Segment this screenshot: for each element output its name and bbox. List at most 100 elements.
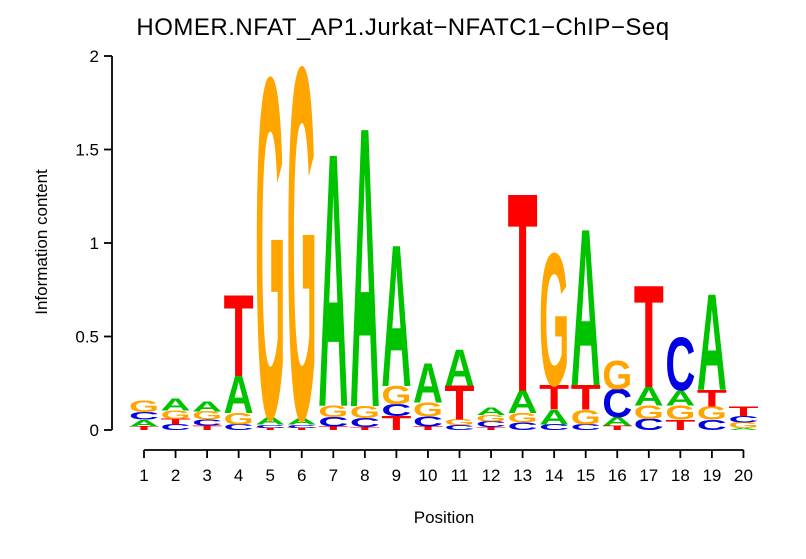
- logo-letter-A-pos8: A: [350, 44, 380, 491]
- x-tick-label: 15: [576, 466, 595, 485]
- logo-letter-T-pos14: T: [539, 379, 569, 418]
- logo-letter-T-pos18: T: [665, 417, 696, 434]
- x-tick-label: 4: [234, 466, 243, 485]
- logo-letter-C-pos10: C: [413, 414, 443, 430]
- logo-letter-A-pos10: A: [413, 352, 443, 415]
- logo-letter-C-pos8: C: [350, 416, 380, 430]
- y-tick-label: 1.5: [75, 141, 99, 160]
- logo-letter-G-pos11: G: [445, 418, 475, 427]
- logo-letter-T-pos9: T: [381, 412, 412, 435]
- x-tick-label: 7: [329, 466, 338, 485]
- logo-letter-C-pos17: C: [634, 415, 664, 433]
- logo-letter-G-pos19: G: [697, 402, 727, 424]
- logo-letter-T-pos12: T: [476, 426, 507, 431]
- chart-title: HOMER.NFAT_AP1.Jurkat−NFATC1−ChIP−Seq: [136, 14, 670, 41]
- logo-letter-T-pos3: T: [192, 424, 222, 431]
- logo-letter-C-pos19: C: [697, 417, 727, 434]
- logo-letter-T-pos17: T: [634, 255, 664, 419]
- logo-letter-G-pos3: G: [192, 409, 222, 422]
- logo-letter-G-pos14: G: [539, 215, 569, 427]
- logo-letter-A-pos11: A: [445, 339, 475, 397]
- logo-letter-C-pos13: C: [508, 421, 538, 433]
- x-tick-label: 20: [734, 466, 753, 485]
- x-axis-title: Position: [413, 508, 475, 527]
- logo-letter-C-pos12: C: [476, 420, 506, 429]
- logo-letter-A-pos19: A: [697, 265, 727, 420]
- logo-letter-A-pos9: A: [381, 203, 411, 430]
- y-tick-label: 0.5: [75, 328, 99, 347]
- logo-letter-C-pos9: C: [381, 400, 411, 419]
- logo-letter-A-pos14: A: [539, 405, 569, 429]
- logo-letter-T-pos16: T: [602, 424, 632, 431]
- x-tick-label: 6: [297, 466, 306, 485]
- logo-letter-C-pos2: C: [161, 423, 191, 432]
- logo-letter-C-pos14: C: [539, 423, 569, 432]
- logo-letter-G-pos17: G: [634, 401, 664, 423]
- x-tick-label: 5: [265, 466, 274, 485]
- logo-letter-T-pos5: T: [255, 427, 286, 431]
- y-tick-label: 2: [90, 47, 99, 66]
- logo-letter-G-pos12: G: [476, 413, 506, 424]
- logo-letter-G-pos5: G: [255, 0, 285, 521]
- x-tick-label: 12: [482, 466, 501, 485]
- logo-letter-C-pos15: C: [571, 423, 601, 432]
- logo-letter-A-pos3: A: [192, 398, 222, 415]
- logo-letter-T-pos15: T: [571, 379, 601, 418]
- x-tick-label: 11: [451, 466, 469, 485]
- logo-letter-T-pos19: T: [697, 385, 728, 412]
- logo-letter-T-pos6: T: [287, 427, 318, 431]
- logo-letter-C-pos20: C: [728, 414, 758, 425]
- logo-letter-C-pos6: C: [287, 424, 317, 429]
- logo-letter-A-pos18: A: [665, 386, 695, 410]
- logo-letter-A-pos17: A: [634, 382, 664, 412]
- logo-letter-T-pos20: T: [728, 404, 759, 419]
- x-tick-label: 10: [418, 466, 437, 485]
- x-tick-label: 13: [513, 466, 532, 485]
- logo-letter-A-pos20: A: [728, 428, 758, 431]
- logo-letter-G-pos9: G: [381, 381, 411, 410]
- logo-letter-A-pos13: A: [508, 384, 538, 420]
- logo-letter-T-pos13: T: [508, 135, 538, 453]
- logo-letter-C-pos11: C: [445, 424, 475, 432]
- logo-letter-G-pos20: G: [728, 421, 758, 430]
- x-tick-label: 17: [639, 466, 658, 485]
- logo-letter-G-pos16: G: [602, 352, 632, 398]
- logo-letter-G-pos7: G: [318, 402, 348, 420]
- y-tick-label: 0: [90, 421, 99, 440]
- x-tick-label: 19: [702, 466, 721, 485]
- logo-letter-C-pos1: C: [129, 410, 159, 422]
- logo-letter-A-pos15: A: [571, 183, 601, 434]
- logo-letter-G-pos6: G: [287, 0, 317, 525]
- logo-letter-G-pos15: G: [571, 405, 601, 429]
- logo-letter-G-pos10: G: [413, 398, 443, 421]
- y-tick-label: 1: [90, 234, 99, 253]
- logo-letter-T-pos1: T: [129, 425, 160, 431]
- logo-letter-G-pos4: G: [224, 410, 254, 428]
- logo-letter-T-pos2: T: [161, 417, 191, 426]
- logo-letter-A-pos12: A: [476, 406, 506, 418]
- logo-letter-G-pos1: G: [129, 397, 159, 415]
- logo-letter-A-pos7: A: [318, 77, 348, 483]
- logo-letter-G-pos13: G: [508, 411, 538, 426]
- y-axis-title: Information content: [32, 169, 51, 315]
- logo-letter-G-pos18: G: [665, 401, 695, 424]
- logo-letter-A-pos4: A: [224, 366, 254, 426]
- x-tick-label: 2: [171, 466, 180, 485]
- logo-letter-A-pos6: A: [287, 416, 317, 427]
- logo-letter-A-pos2: A: [161, 395, 191, 415]
- logo-letter-G-pos8: G: [350, 402, 380, 421]
- logo-letter-A-pos1: A: [129, 418, 159, 429]
- logo-letter-C-pos7: C: [318, 415, 348, 430]
- x-tick-label: 8: [360, 466, 369, 485]
- logo-letter-T-pos10: T: [413, 425, 444, 431]
- logo-letter-C-pos16: C: [602, 380, 632, 426]
- logo-letter-C-pos3: C: [192, 418, 222, 427]
- logo-letter-T-pos8: T: [350, 426, 381, 431]
- logo-letter-T-pos4: T: [224, 272, 254, 402]
- logo-letter-A-pos5: A: [255, 415, 285, 427]
- x-tick-label: 18: [671, 466, 690, 485]
- x-tick-label: 3: [202, 466, 211, 485]
- logo-letter-A-pos16: A: [602, 415, 632, 428]
